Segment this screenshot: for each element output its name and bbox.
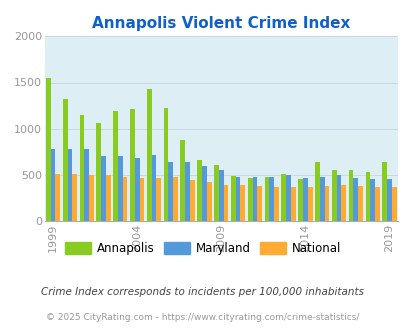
Text: © 2025 CityRating.com - https://www.cityrating.com/crime-statistics/: © 2025 CityRating.com - https://www.city… [46, 313, 359, 322]
Bar [190, 180, 194, 221]
Bar [89, 175, 94, 221]
Bar [197, 160, 202, 221]
Bar [357, 185, 362, 221]
Bar [168, 161, 173, 221]
Bar [314, 162, 319, 221]
Bar [223, 184, 228, 221]
Bar [55, 175, 60, 221]
Bar [106, 175, 111, 221]
Bar [206, 182, 211, 221]
Bar [180, 140, 185, 221]
Bar [336, 175, 341, 221]
Bar [218, 170, 223, 221]
Bar [353, 178, 357, 221]
Bar [156, 178, 161, 221]
Bar [290, 187, 295, 221]
Bar [324, 185, 328, 221]
Text: Crime Index corresponds to incidents per 100,000 inhabitants: Crime Index corresponds to incidents per… [41, 287, 364, 297]
Bar [230, 176, 235, 221]
Bar [101, 156, 106, 221]
Bar [147, 89, 151, 221]
Bar [139, 178, 144, 221]
Bar [348, 170, 353, 221]
Bar [331, 170, 336, 221]
Bar [202, 166, 206, 221]
Bar [281, 175, 286, 221]
Bar [72, 175, 77, 221]
Bar [67, 148, 72, 221]
Bar [173, 177, 177, 221]
Bar [63, 99, 67, 221]
Bar [247, 178, 252, 221]
Bar [364, 172, 369, 221]
Bar [319, 177, 324, 221]
Bar [240, 185, 245, 221]
Legend: Annapolis, Maryland, National: Annapolis, Maryland, National [60, 237, 345, 260]
Bar [257, 185, 261, 221]
Bar [46, 78, 51, 221]
Bar [96, 123, 101, 221]
Bar [269, 177, 273, 221]
Bar [118, 156, 122, 221]
Bar [84, 149, 89, 221]
Bar [185, 162, 190, 221]
Bar [130, 109, 134, 221]
Bar [386, 179, 391, 221]
Bar [374, 187, 379, 221]
Bar [151, 155, 156, 221]
Bar [391, 187, 396, 221]
Bar [369, 179, 374, 221]
Bar [264, 177, 269, 221]
Bar [307, 187, 312, 221]
Bar [302, 178, 307, 221]
Bar [341, 185, 345, 221]
Title: Annapolis Violent Crime Index: Annapolis Violent Crime Index [92, 16, 350, 31]
Bar [113, 111, 118, 221]
Bar [51, 148, 55, 221]
Bar [79, 115, 84, 221]
Bar [286, 175, 290, 221]
Bar [252, 177, 257, 221]
Bar [235, 177, 240, 221]
Bar [122, 177, 127, 221]
Bar [382, 161, 386, 221]
Bar [134, 158, 139, 221]
Bar [273, 187, 278, 221]
Bar [163, 108, 168, 221]
Bar [298, 179, 302, 221]
Bar [213, 165, 218, 221]
